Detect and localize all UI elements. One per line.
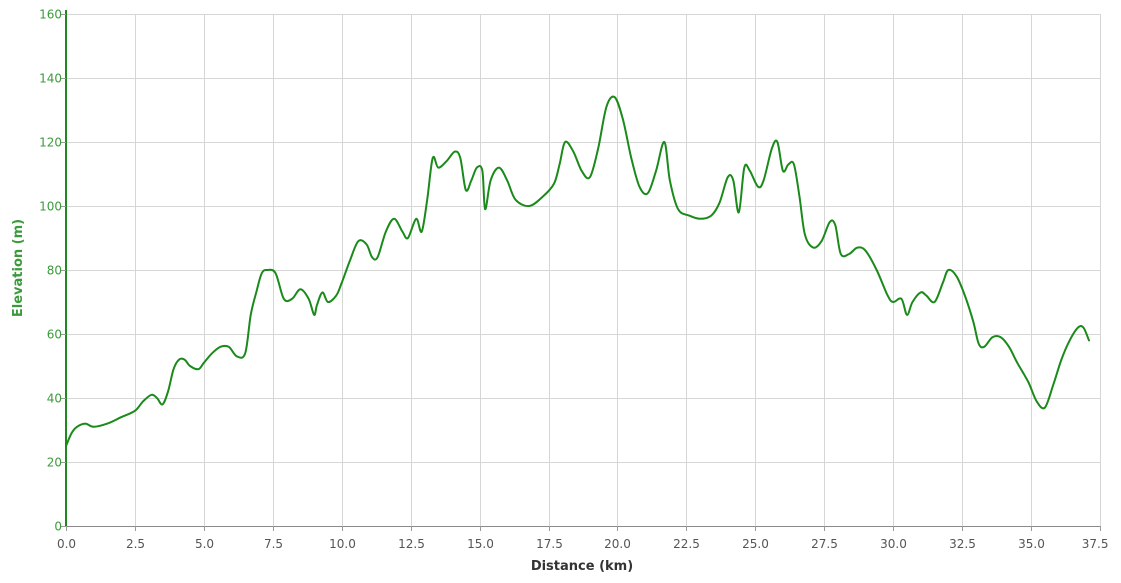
x-tick-label: 17.5 <box>536 537 563 551</box>
axes <box>65 10 1100 527</box>
x-axis-title: Distance (km) <box>531 559 633 574</box>
x-tick-label: 15.0 <box>467 537 494 551</box>
x-tick-label: 10.0 <box>329 537 356 551</box>
x-tick-label: 37.5 <box>1082 537 1109 551</box>
x-ticks: 0.0 2.5 5.0 7.5 10.0 12.5 15.0 17.5 20.0 22.5 25.0… <box>57 526 1109 551</box>
x-tick-label: 2.5 <box>126 537 145 551</box>
x-tick-label: 0.0 <box>57 537 76 551</box>
x-tick-label: 22.5 <box>673 537 700 551</box>
x-tick-label: 35.0 <box>1018 537 1045 551</box>
series <box>65 95 1090 447</box>
x-tick-label: 20.0 <box>604 537 631 551</box>
y-tick-label: 60 <box>47 328 62 342</box>
y-tick-label: 100 <box>39 200 62 214</box>
x-tick-label: 25.0 <box>742 537 769 551</box>
x-tick-label: 12.5 <box>398 537 425 551</box>
x-tick-label: 32.5 <box>949 537 976 551</box>
y-tick-label: 80 <box>47 264 62 278</box>
x-tick-label: 30.0 <box>880 537 907 551</box>
y-ticks: 0 20 40 60 80 100 120 140 160 <box>39 8 66 534</box>
y-tick-label: 140 <box>39 72 62 86</box>
y-tick-label: 120 <box>39 136 62 150</box>
y-tick-label: 20 <box>47 456 62 470</box>
x-tick-label: 5.0 <box>195 537 214 551</box>
elevation-line <box>65 95 1090 447</box>
y-tick-label: 40 <box>47 392 62 406</box>
y-tick-label: 0 <box>54 520 62 534</box>
y-axis-title: Elevation (m) <box>11 219 26 317</box>
grid <box>66 14 1101 526</box>
y-tick-label: 160 <box>39 8 62 22</box>
x-tick-label: 7.5 <box>264 537 283 551</box>
x-tick-label: 27.5 <box>811 537 838 551</box>
